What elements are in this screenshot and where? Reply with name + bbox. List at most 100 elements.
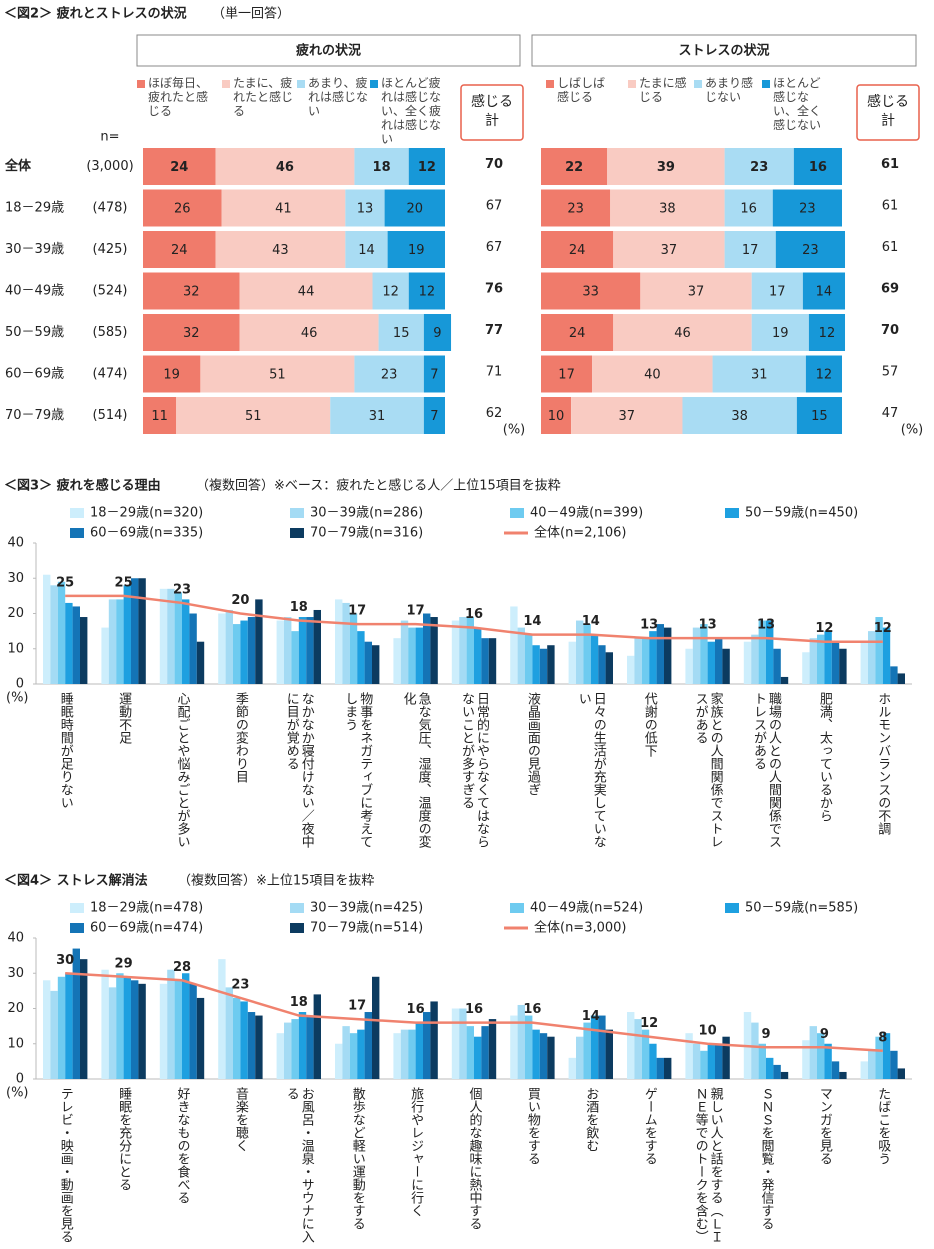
bar bbox=[773, 1064, 781, 1079]
bar-value-label: 32 bbox=[183, 285, 200, 300]
bar bbox=[116, 973, 124, 1079]
legend-swatch bbox=[725, 903, 739, 913]
bar-value-label: 26 bbox=[174, 202, 191, 217]
legend-swatch bbox=[370, 80, 378, 88]
legend-label: 18－29歳(n=320) bbox=[90, 506, 203, 521]
bar-segment bbox=[408, 148, 445, 185]
bar bbox=[101, 969, 109, 1079]
bar-segment bbox=[215, 231, 346, 268]
bar-value-label: 46 bbox=[276, 160, 294, 175]
bar bbox=[685, 1033, 693, 1079]
bar-segment bbox=[724, 148, 794, 185]
bar bbox=[664, 1057, 672, 1079]
line-value-label: 17 bbox=[407, 604, 425, 619]
bar bbox=[539, 648, 548, 684]
line-value-label: 23 bbox=[173, 582, 191, 597]
bar bbox=[255, 599, 263, 684]
legend-label: あまり感じない bbox=[705, 76, 754, 104]
line-value-label: 17 bbox=[348, 604, 366, 619]
y-tick-label: 10 bbox=[7, 641, 24, 656]
bar-value-label: 7 bbox=[430, 368, 438, 383]
bar bbox=[451, 620, 460, 684]
bar-value-label: 23 bbox=[381, 368, 398, 383]
bar bbox=[722, 648, 730, 684]
line-value-label: 16 bbox=[465, 607, 483, 622]
bar bbox=[517, 627, 525, 684]
x-tick-label: お酒を飲む bbox=[583, 1087, 599, 1152]
bar-segment bbox=[378, 314, 424, 351]
bar-segment bbox=[372, 272, 409, 310]
bar bbox=[722, 1036, 730, 1079]
bar-segment bbox=[613, 231, 725, 268]
legend-label: 60－69歳(n=335) bbox=[90, 526, 203, 541]
bar bbox=[539, 1033, 548, 1079]
bar bbox=[692, 1043, 701, 1079]
y-tick-label: 20 bbox=[7, 1001, 24, 1016]
panel-title: 疲れの状況 bbox=[296, 43, 361, 59]
bar bbox=[583, 624, 591, 684]
bar bbox=[423, 1012, 431, 1079]
bar bbox=[510, 606, 518, 684]
bar bbox=[685, 648, 693, 684]
bar bbox=[189, 983, 197, 1079]
x-tick-label: 運動不足 bbox=[116, 692, 132, 744]
bar bbox=[831, 1061, 840, 1079]
bar bbox=[656, 624, 664, 684]
bar bbox=[641, 1029, 650, 1079]
bar bbox=[342, 602, 350, 684]
bar-value-label: 22 bbox=[565, 160, 583, 175]
x-tick-label: マンガを見る bbox=[816, 1087, 832, 1165]
total-value: 61 bbox=[882, 199, 899, 214]
bar bbox=[890, 1050, 898, 1079]
bar bbox=[715, 1043, 723, 1079]
bar bbox=[824, 1043, 832, 1079]
row-n: (585) bbox=[93, 325, 128, 340]
bar bbox=[189, 613, 197, 684]
total-value: 70 bbox=[881, 323, 899, 338]
bar bbox=[598, 645, 606, 684]
bar-segment bbox=[143, 355, 201, 393]
bar bbox=[159, 588, 168, 684]
legend-label: ほとんど疲れは感じない、全く疲れは感じない bbox=[381, 76, 442, 146]
line-value-label: 23 bbox=[231, 977, 249, 992]
bar bbox=[817, 634, 825, 684]
legend-label: 50－59歳(n=450) bbox=[745, 506, 858, 521]
legend-swatch bbox=[70, 923, 84, 933]
bar bbox=[182, 973, 190, 1079]
bar-value-label: 9 bbox=[433, 326, 441, 341]
bar bbox=[481, 1026, 489, 1079]
bar-segment bbox=[712, 355, 806, 393]
x-tick-label: ＳＮＳを閲覧・発信する bbox=[758, 1087, 774, 1230]
panel-header-box bbox=[136, 34, 521, 67]
bar bbox=[897, 1068, 905, 1079]
bar bbox=[233, 624, 241, 684]
line-value-label: 25 bbox=[115, 575, 133, 590]
bar bbox=[751, 1022, 759, 1079]
bar bbox=[758, 1043, 766, 1079]
bar bbox=[488, 1019, 497, 1079]
bar bbox=[459, 1008, 467, 1079]
bar-segment bbox=[775, 231, 846, 268]
bar bbox=[802, 652, 810, 684]
bar bbox=[517, 1004, 525, 1079]
bar bbox=[583, 1022, 591, 1079]
bar bbox=[634, 638, 642, 684]
bar-segment bbox=[541, 355, 593, 393]
bar bbox=[196, 997, 205, 1079]
bar bbox=[605, 652, 613, 684]
legend-label: 18－29歳(n=478) bbox=[90, 901, 203, 916]
bar-value-label: 46 bbox=[674, 326, 691, 341]
bar bbox=[780, 1071, 789, 1079]
line-value-label: 12 bbox=[815, 621, 833, 636]
total-value: 47 bbox=[882, 406, 899, 421]
bar bbox=[568, 1057, 576, 1079]
bar-value-label: 10 bbox=[548, 409, 565, 424]
bar bbox=[868, 1050, 876, 1079]
line-value-label: 16 bbox=[523, 1002, 541, 1017]
line-value-label: 16 bbox=[465, 1002, 483, 1017]
legend-swatch bbox=[290, 528, 304, 538]
chart-title: ＜図3＞ 疲れを感じる理由 bbox=[4, 478, 161, 494]
bar bbox=[159, 983, 168, 1079]
line-value-label: 28 bbox=[173, 960, 191, 975]
bar-value-label: 12 bbox=[816, 368, 833, 383]
